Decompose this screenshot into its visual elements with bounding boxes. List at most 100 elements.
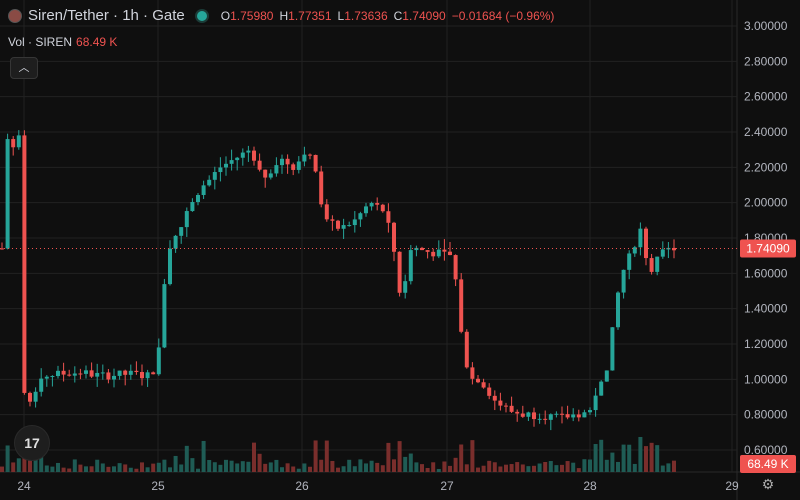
candle-body: [84, 370, 88, 374]
volume-bar: [302, 463, 307, 472]
volume-bar: [481, 465, 486, 472]
candle-body: [128, 370, 133, 375]
y-tick-label: 2.00000: [744, 196, 788, 210]
candle-body: [291, 164, 296, 170]
candle-body: [347, 225, 352, 227]
volume-bar: [0, 466, 4, 472]
candle-body: [168, 248, 172, 285]
volume-bar: [145, 467, 150, 472]
volume-bar: [543, 461, 548, 472]
symbol-title[interactable]: Siren/Tether · 1h · Gate: [28, 7, 185, 24]
volume-bar: [235, 463, 240, 472]
y-tick-label: 2.80000: [744, 54, 788, 68]
candle-body: [672, 247, 676, 251]
x-tick-label: 26: [295, 479, 309, 493]
volume-bar: [268, 462, 273, 472]
volume-bar: [319, 459, 324, 472]
volume-bar: [296, 468, 301, 472]
candle-body: [431, 251, 436, 257]
candle-body: [644, 228, 648, 259]
candle-body: [296, 161, 301, 170]
volume-bar: [453, 457, 458, 472]
volume-bar: [240, 461, 245, 472]
volume-bar: [123, 464, 128, 472]
candle-body: [649, 258, 654, 272]
volume-bar: [263, 463, 268, 472]
candle-body: [61, 370, 66, 375]
volume-bar: [117, 463, 122, 472]
y-tick-label: 1.60000: [744, 266, 788, 280]
volume-bar: [44, 465, 49, 472]
volume-bar: [72, 459, 77, 472]
candle-body: [190, 202, 195, 212]
volume-bar: [403, 456, 408, 472]
y-tick-label: 0.60000: [744, 443, 788, 457]
volume-bar: [548, 461, 553, 472]
volume-bar: [168, 467, 172, 472]
candle-body: [571, 414, 576, 418]
candle-body: [358, 213, 363, 220]
candle-body: [218, 167, 223, 173]
candle-body: [425, 250, 430, 252]
candle-body: [352, 219, 357, 226]
candle-body: [313, 154, 318, 172]
candle-body: [207, 179, 212, 186]
volume-bar: [364, 463, 368, 472]
candle-body: [324, 204, 329, 220]
change-readout: −0.01684 (−0.96%): [451, 8, 555, 23]
tradingview-logo-icon[interactable]: 17: [14, 425, 50, 461]
volume-bar: [487, 460, 492, 472]
candle-body: [588, 410, 592, 413]
volume-bar: [308, 466, 312, 472]
volume-bar: [95, 459, 100, 472]
volume-bar: [324, 440, 329, 472]
volume-bar: [537, 463, 542, 472]
volume-bar: [627, 444, 632, 472]
volume-bar: [392, 459, 396, 472]
candle-body: [240, 152, 245, 158]
volume-legend: Vol · SIREN 68.49 K: [8, 35, 118, 49]
candle-body: [212, 172, 217, 180]
volume-bar: [593, 444, 598, 472]
candle-body: [56, 370, 60, 377]
volume-bar: [162, 459, 167, 472]
candle-body: [78, 373, 83, 375]
volume-bar: [56, 462, 60, 472]
candle-body: [280, 158, 284, 166]
candle-body: [492, 395, 497, 401]
volume-bar: [128, 467, 133, 472]
volume-bar: [565, 461, 570, 472]
candle-body: [308, 154, 312, 156]
gear-icon[interactable]: ⚙: [761, 476, 775, 492]
candle-body: [632, 247, 637, 254]
candle-body: [470, 367, 475, 379]
candle-body: [263, 169, 268, 178]
volume-bar: [520, 464, 525, 472]
volume-bar: [649, 442, 654, 472]
candle-body: [380, 204, 385, 212]
volume-bar: [425, 468, 430, 472]
candle-body: [420, 247, 424, 251]
candle-body: [448, 251, 452, 256]
candle-body: [375, 203, 380, 205]
candle-body: [224, 163, 228, 168]
volume-bar: [291, 466, 296, 472]
candle-body: [117, 370, 122, 376]
candle-body: [5, 139, 10, 249]
volume-bar: [16, 458, 21, 472]
candle-body: [520, 413, 525, 417]
volume-bar: [644, 446, 648, 472]
y-tick-label: 3.00000: [744, 19, 788, 33]
candle-body: [11, 139, 16, 148]
candle-body: [599, 381, 604, 396]
volume-bar: [341, 466, 346, 472]
volume-bar: [246, 461, 251, 472]
volume-bar: [610, 452, 615, 472]
candle-body: [257, 160, 262, 170]
candle-body: [106, 372, 111, 380]
candle-body: [44, 376, 49, 379]
volume-bar: [257, 453, 262, 472]
candle-body: [341, 225, 346, 229]
volume-bar: [492, 462, 497, 472]
collapse-legend-button[interactable]: ︿: [10, 57, 38, 79]
